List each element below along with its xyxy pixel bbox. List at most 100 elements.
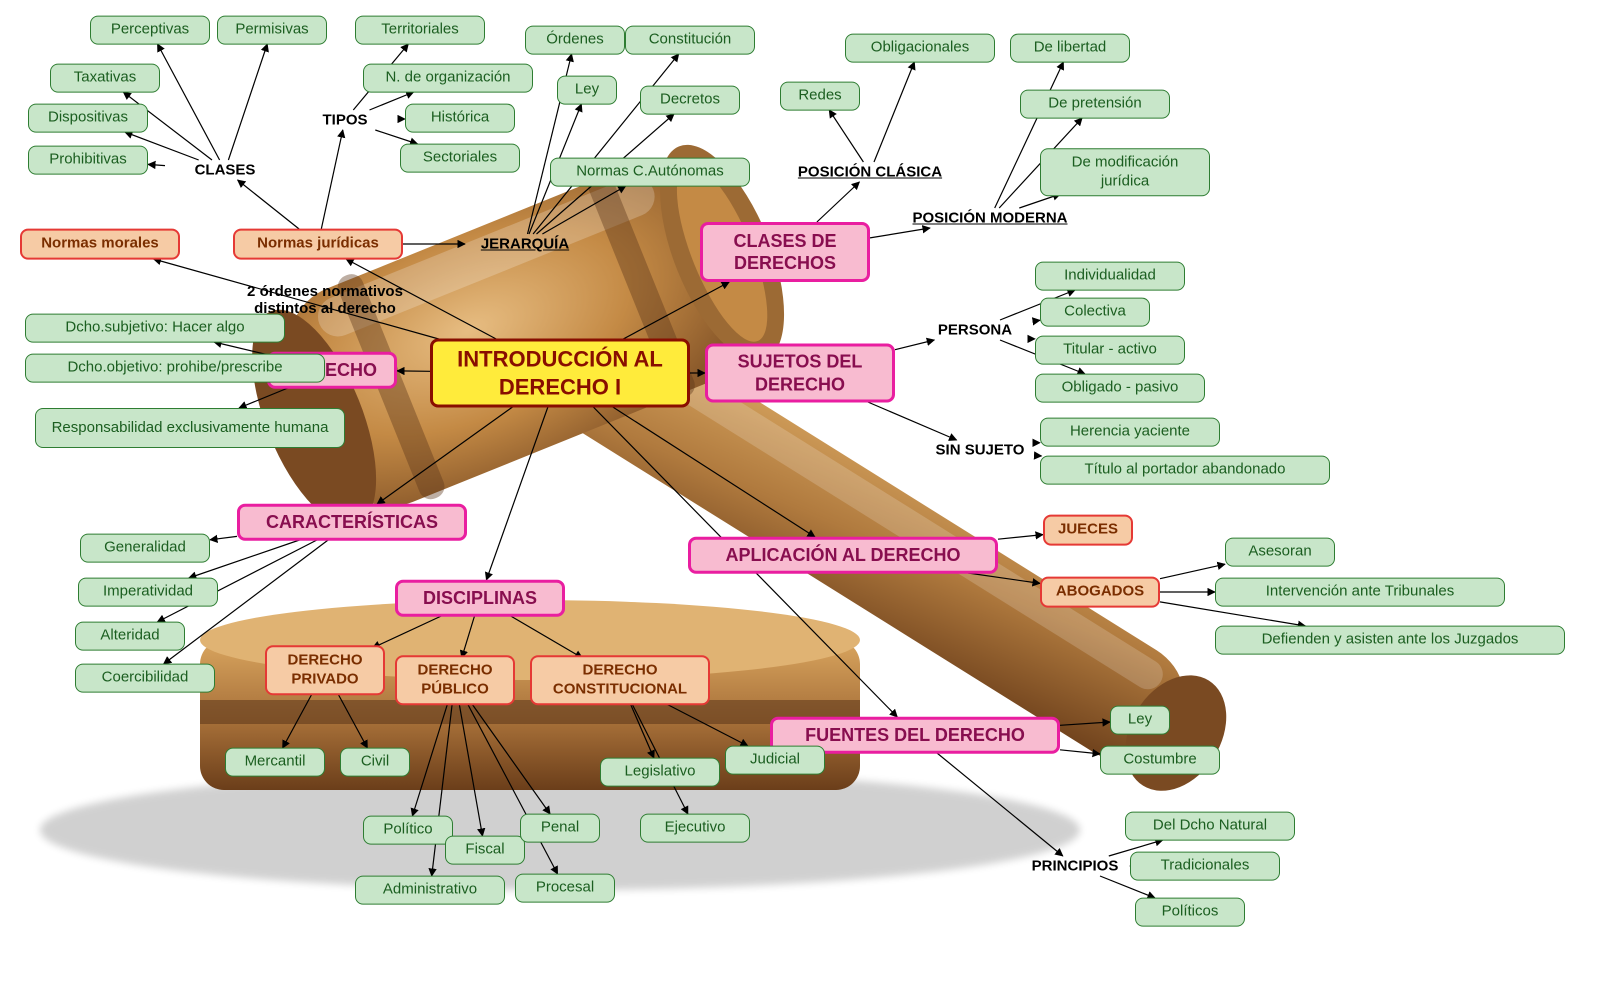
node-de_libertad: De libertad [1010, 34, 1130, 63]
edge-abogados-to-asesoran [1160, 564, 1225, 579]
node-perceptivas: Perceptivas [90, 16, 210, 45]
node-titular: Titular - activo [1035, 336, 1185, 365]
label-l_pos_clas: POSICIÓN CLÁSICA [798, 164, 942, 181]
node-titulo_port: Título al portador abandonado [1040, 456, 1330, 485]
edge-der_pub-to-politico [412, 702, 448, 816]
node-judicial: Judicial [725, 746, 825, 775]
label-l_persona: PERSONA [938, 322, 1012, 339]
node-dcho_obj: Dcho.objetivo: prohibe/prescribe [25, 354, 325, 383]
node-disciplinas: DISCIPLINAS [395, 580, 565, 617]
node-taxativas: Taxativas [50, 64, 160, 93]
node-politicos: Políticos [1135, 898, 1245, 927]
edge-derecho-to-resp_humana [239, 388, 288, 408]
node-decretos: Decretos [640, 86, 740, 115]
node-politico: Político [363, 816, 453, 845]
node-individualidad: Individualidad [1035, 262, 1185, 291]
edge-fuentes-to-l_principios [937, 753, 1063, 856]
gavel-background [0, 0, 1600, 992]
edge-sujetos-to-l_persona [895, 340, 934, 350]
edge-l_jerarquia-to-normas_ca [542, 186, 625, 234]
node-mercantil: Mercantil [225, 748, 325, 777]
node-administrativo: Administrativo [355, 876, 505, 905]
edge-normas_jur-to-l_clases [238, 180, 300, 229]
node-normas_jur: Normas jurídicas [233, 229, 403, 260]
edge-aplicacion-to-abogados [968, 573, 1040, 583]
label-l_sinsujeto: SIN SUJETO [936, 442, 1025, 459]
node-aplicacion: APLICACIÓN AL DERECHO [688, 537, 998, 574]
node-de_mod_jur: De modificación jurídica [1040, 148, 1210, 196]
node-constitucion: Constitución [625, 26, 755, 55]
node-der_priv: DERECHO PRIVADO [265, 645, 385, 695]
edge-l_pos_clas-to-obligacionales [874, 62, 914, 162]
node-tradicionales: Tradicionales [1130, 852, 1280, 881]
node-dcho_subj: Dcho.subjetivo: Hacer algo [25, 314, 285, 343]
edge-root-to-disciplinas [486, 403, 549, 580]
edge-l_pos_mod-to-de_mod_jur [1019, 194, 1060, 208]
node-procesal: Procesal [515, 874, 615, 903]
node-territoriales: Territoriales [355, 16, 485, 45]
node-dispositivas: Dispositivas [28, 104, 148, 133]
node-redes: Redes [780, 82, 860, 111]
node-n_org: N. de organización [363, 64, 533, 93]
label-l_pos_mod: POSICIÓN MODERNA [912, 210, 1067, 227]
node-jueces: JUECES [1043, 515, 1133, 546]
node-legislativo: Legislativo [600, 758, 720, 787]
node-root: INTRODUCCIÓN AL DERECHO I [430, 339, 690, 408]
node-de_pretension: De pretensión [1020, 90, 1170, 119]
label-l_principios: PRINCIPIOS [1032, 858, 1119, 875]
edge-der_priv-to-civil [337, 692, 367, 748]
edge-root-to-clases_der [616, 282, 729, 343]
node-dcho_natural: Del Dcho Natural [1125, 812, 1295, 841]
edge-clases_der-to-l_pos_mod [870, 228, 930, 238]
edge-root-to-aplicacion [607, 403, 815, 537]
concept-map-canvas: INTRODUCCIÓN AL DERECHO IDERECHOCARACTER… [0, 0, 1600, 992]
edge-disciplinas-to-der_cons [511, 616, 583, 658]
edge-l_clases-to-permisivas [228, 44, 267, 160]
node-resp_humana: Responsabilidad exclusivamente humana [35, 408, 345, 448]
edge-aplicacion-to-jueces [998, 535, 1043, 540]
node-clases_der: CLASES DE DERECHOS [700, 222, 870, 282]
edge-der_cons-to-judicial [663, 702, 748, 746]
node-costumbre: Costumbre [1100, 746, 1220, 775]
edge-disciplinas-to-der_priv [372, 616, 441, 648]
node-asesoran: Asesoran [1225, 538, 1335, 567]
node-penal: Penal [520, 814, 600, 843]
node-fiscal: Fiscal [445, 836, 525, 865]
node-herencia: Herencia yaciente [1040, 418, 1220, 447]
node-intervencion: Intervención ante Tribunales [1215, 578, 1505, 607]
node-ley_j: Ley [557, 76, 617, 105]
edge-der_pub-to-penal [471, 702, 550, 814]
edge-root-to-caracteristicas [377, 403, 518, 504]
node-permisivas: Permisivas [217, 16, 327, 45]
edges-layer [0, 0, 1600, 992]
node-imperatividad: Imperatividad [78, 578, 218, 607]
node-coercibilidad: Coercibilidad [75, 664, 215, 693]
label-l_clases: CLASES [195, 162, 256, 179]
label-l_tipos: TIPOS [322, 112, 367, 129]
edge-l_pos_clas-to-redes [829, 110, 863, 162]
node-normas_ca: Normas C.Autónomas [550, 158, 750, 187]
edge-disciplinas-to-der_pub [462, 616, 475, 658]
node-caracteristicas: CARACTERÍSTICAS [237, 504, 467, 541]
node-defienden: Defienden y asisten ante los Juzgados [1215, 626, 1565, 655]
edge-der_cons-to-legislativo [630, 702, 654, 758]
node-generalidad: Generalidad [80, 534, 210, 563]
node-colectiva: Colectiva [1040, 298, 1150, 327]
edge-caracteristicas-to-generalidad [210, 536, 237, 539]
node-alteridad: Alteridad [75, 622, 185, 651]
node-obligado: Obligado - pasivo [1035, 374, 1205, 403]
edge-l_clases-to-perceptivas [158, 44, 220, 160]
node-civil: Civil [340, 748, 410, 777]
edge-der_priv-to-mercantil [283, 692, 313, 748]
label-l_jerarquia: JERARQUÍA [481, 236, 569, 253]
node-sectoriales: Sectoriales [400, 144, 520, 173]
edge-fuentes-to-costumbre [1060, 750, 1100, 754]
node-der_cons: DERECHO CONSTITUCIONAL [530, 655, 710, 705]
node-ley_f: Ley [1110, 706, 1170, 735]
edge-fuentes-to-ley_f [1060, 722, 1110, 725]
node-sujetos: SUJETOS DEL DERECHO [705, 344, 895, 403]
node-obligacionales: Obligacionales [845, 34, 995, 63]
node-historica: Histórica [405, 104, 515, 133]
node-der_pub: DERECHO PÚBLICO [395, 655, 515, 705]
node-ordenes: Órdenes [525, 26, 625, 55]
